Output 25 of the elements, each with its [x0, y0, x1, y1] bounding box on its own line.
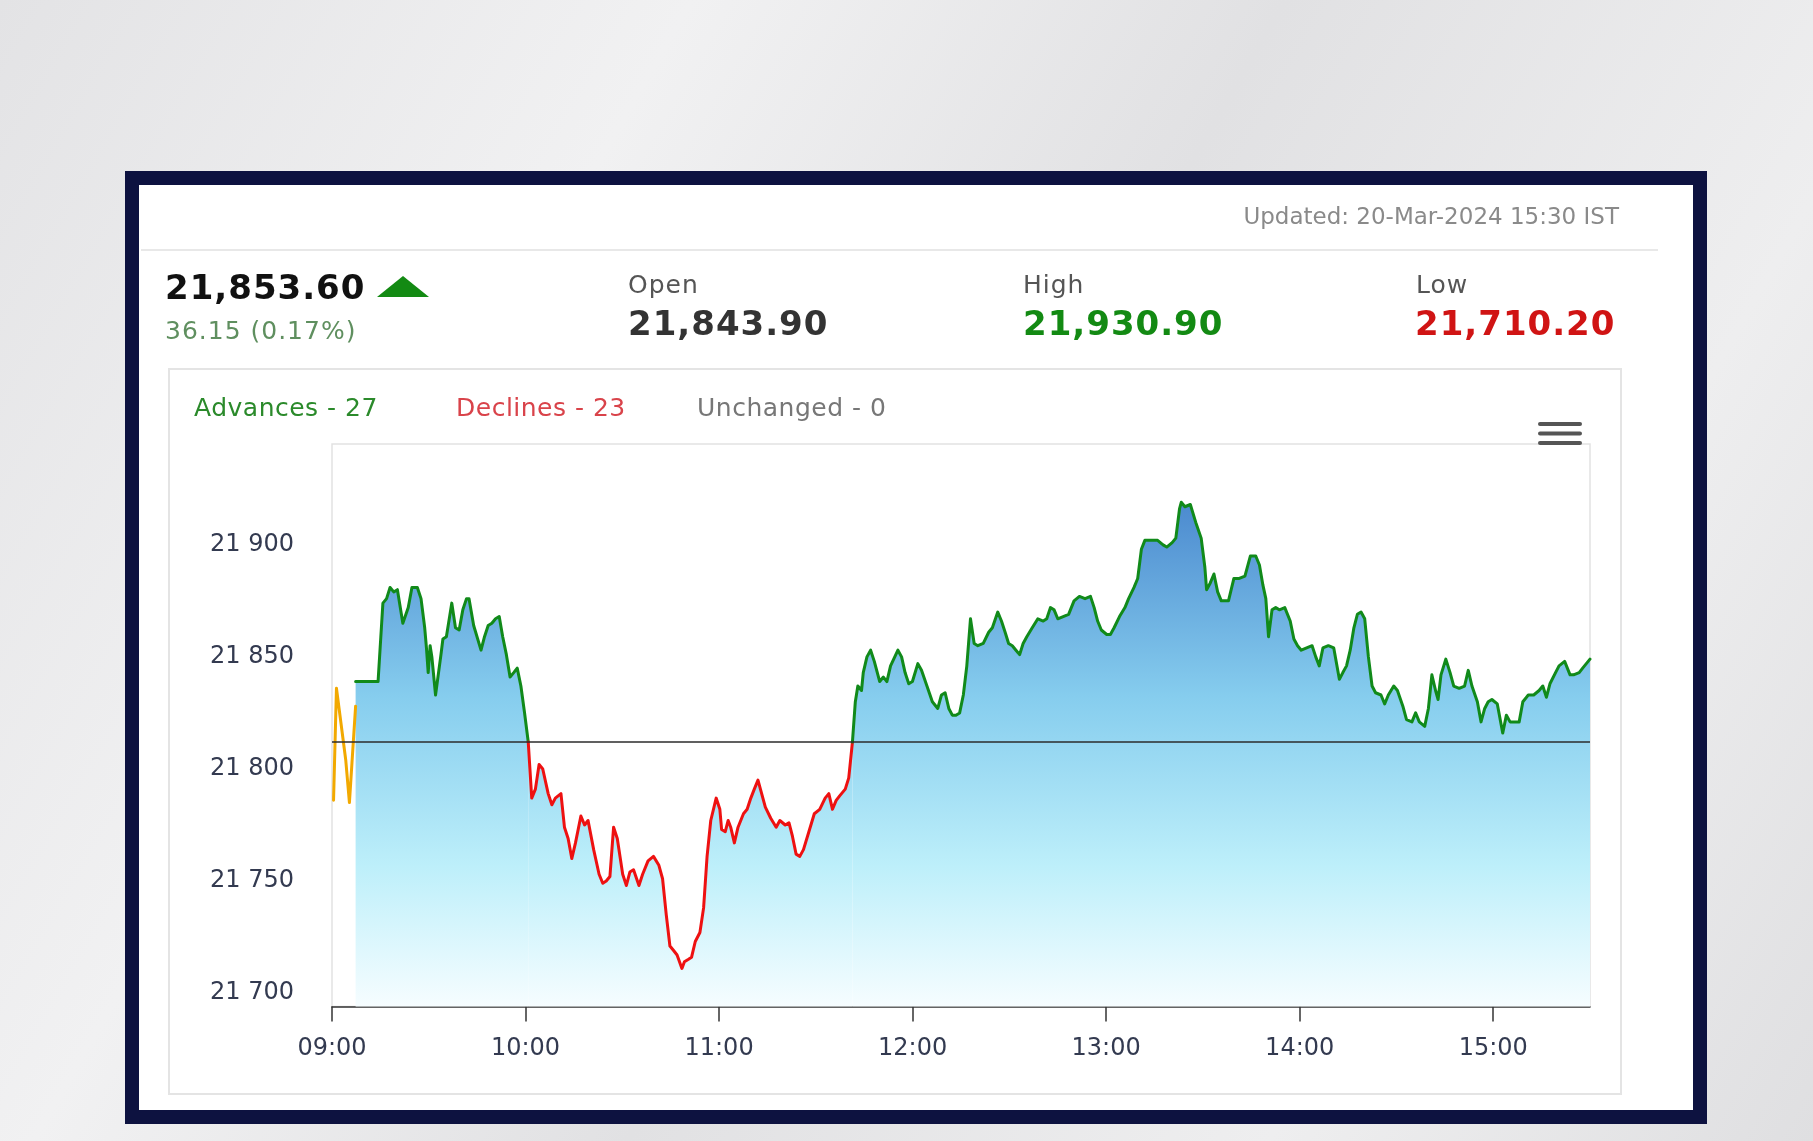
text: 21,930.90 — [1023, 302, 1224, 343]
x-tick-label: 09:00 — [297, 1032, 367, 1061]
text: Low — [1416, 269, 1469, 299]
x-tick-label: 13:00 — [1071, 1032, 1141, 1061]
x-tick-label: 10:00 — [490, 1032, 561, 1061]
text: Open — [628, 269, 699, 299]
y-tick-label: 21 750 — [210, 864, 294, 893]
line-series — [332, 686, 358, 805]
text: 21,843.90 — [628, 302, 829, 343]
y-tick-label: 21 850 — [210, 640, 294, 669]
text: Unchanged - 0 — [697, 392, 887, 422]
text: 21,710.20 — [1415, 302, 1616, 343]
y-tick-label: 21 800 — [210, 752, 294, 781]
x-tick-label: 14:00 — [1265, 1032, 1335, 1061]
text: Updated: 20-Mar-2024 15:30 IST — [1243, 203, 1619, 230]
x-tick-label: 11:00 — [684, 1032, 754, 1061]
y-tick-label: 21 700 — [210, 976, 294, 1005]
y-tick-label: 21 900 — [210, 528, 294, 557]
text: Advances - 27 — [194, 392, 378, 422]
x-tick-label: 15:00 — [1458, 1032, 1528, 1061]
text: 36.15 (0.17%) — [165, 315, 357, 345]
x-tick-label: 12:00 — [878, 1032, 948, 1061]
text: 21,853.60 — [165, 266, 366, 307]
text: Declines - 23 — [456, 392, 626, 422]
text: High — [1023, 269, 1085, 299]
